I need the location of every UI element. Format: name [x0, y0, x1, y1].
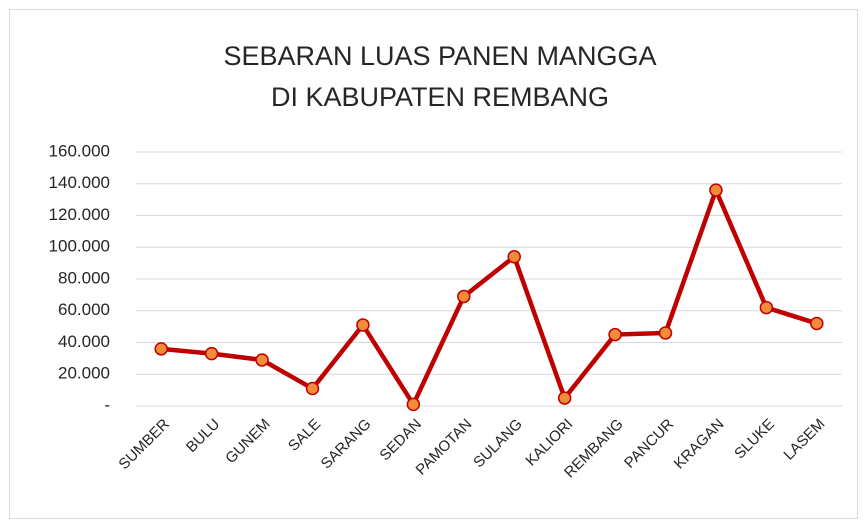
chart-title: SEBARAN LUAS PANEN MANGGA	[223, 41, 656, 71]
chart-border	[9, 9, 858, 519]
y-tick-label: 80.000	[58, 268, 110, 287]
y-tick-label: 40.000	[58, 332, 110, 351]
marker	[154, 342, 168, 356]
marker	[658, 326, 673, 340]
y-tick-label: -	[104, 395, 110, 414]
marker	[406, 397, 421, 412]
marker	[305, 381, 320, 396]
y-tick-label: 120.000	[49, 205, 110, 224]
marker	[557, 391, 572, 405]
marker	[759, 300, 774, 315]
y-tick-label: 20.000	[58, 364, 110, 383]
marker	[709, 183, 723, 197]
marker	[204, 346, 219, 361]
marker	[356, 318, 370, 332]
marker	[457, 289, 471, 304]
chart-title: DI KABUPATEN REMBANG	[271, 82, 609, 112]
marker	[810, 316, 824, 331]
y-tick-label: 100.000	[49, 237, 110, 256]
line	[161, 187, 818, 407]
y-tick-label: 160.000	[49, 141, 110, 160]
y-tick-label: 60.000	[58, 300, 110, 319]
marker	[507, 250, 521, 264]
y-tick-label: 140.000	[49, 173, 110, 192]
marker	[608, 327, 622, 342]
marker	[255, 353, 269, 367]
